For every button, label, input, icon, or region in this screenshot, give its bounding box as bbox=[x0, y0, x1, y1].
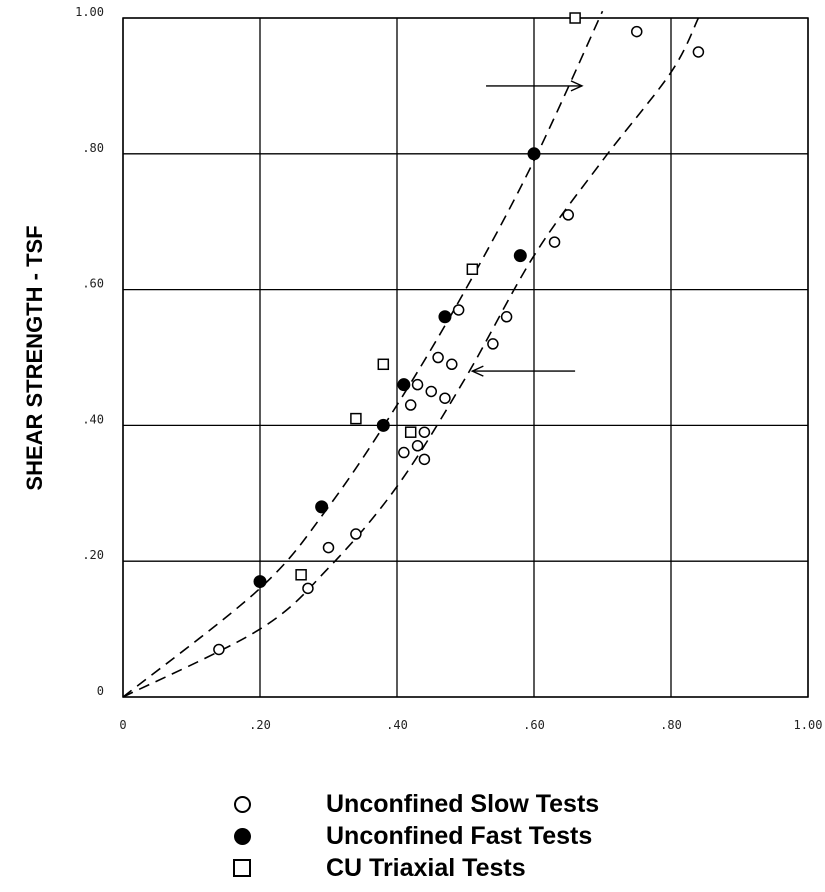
fit-curves bbox=[122, 10, 700, 698]
tick-labels: 0 .20 .40 .60 .80 1.00 0 .20 .40 .60 .80 1.00 bbox=[75, 5, 822, 732]
fast-test-point bbox=[527, 147, 541, 161]
triaxial-test-point bbox=[350, 412, 362, 425]
data-points bbox=[213, 12, 705, 656]
x-tick-label: .40 bbox=[386, 718, 408, 732]
legend: Unconfined Slow Tests Unconfined Fast Te… bbox=[228, 788, 599, 884]
y-tick-label: .20 bbox=[82, 548, 104, 562]
x-tick-label: .60 bbox=[523, 718, 545, 732]
legend-label: Unconfined Slow Tests bbox=[326, 789, 600, 818]
slow-test-point bbox=[446, 358, 458, 371]
filled-circle-icon bbox=[233, 827, 251, 845]
triaxial-test-point bbox=[569, 12, 581, 24]
fast-test-point bbox=[513, 249, 527, 263]
slow-test-point bbox=[350, 528, 362, 540]
plot-frame bbox=[122, 17, 809, 698]
triaxial-test-point bbox=[295, 569, 307, 581]
slow-test-point bbox=[439, 392, 451, 404]
x-tick-label: 1.00 bbox=[794, 718, 823, 732]
y-tick-label: 1.00 bbox=[75, 5, 104, 19]
y-tick-label: .80 bbox=[82, 141, 104, 155]
legend-item-slow: Unconfined Slow Tests bbox=[228, 788, 599, 820]
open-circle-icon bbox=[233, 795, 251, 813]
slow-test-point bbox=[432, 351, 444, 364]
fit-curve bbox=[122, 17, 700, 698]
x-tick-label: 0 bbox=[119, 718, 126, 732]
legend-item-fast: Unconfined Fast Tests bbox=[228, 820, 599, 852]
grid bbox=[122, 17, 809, 698]
fast-test-point bbox=[315, 500, 329, 514]
x-tick-label: .80 bbox=[660, 718, 682, 732]
slow-test-point bbox=[562, 209, 574, 221]
slow-test-point bbox=[548, 236, 561, 248]
slow-test-point bbox=[322, 541, 335, 554]
fast-test-point bbox=[376, 418, 390, 432]
slow-test-point bbox=[692, 46, 705, 58]
legend-item-triaxial: CU Triaxial Tests bbox=[228, 852, 599, 884]
shear-strength-chart: 0 .20 .40 .60 .80 1.00 0 .20 .40 .60 .80 1.00 SHEAR… bbox=[22, 5, 822, 732]
arrow-head-icon bbox=[470, 365, 484, 377]
slow-test-point bbox=[452, 304, 465, 316]
slow-test-point bbox=[213, 643, 225, 656]
triaxial-test-point bbox=[466, 263, 479, 275]
triaxial-test-point bbox=[404, 426, 417, 438]
y-axis-label: SHEAR STRENGTH - TSF bbox=[22, 225, 47, 490]
slow-test-point bbox=[418, 453, 431, 466]
slow-test-point bbox=[425, 385, 437, 398]
slow-test-point bbox=[411, 440, 424, 452]
x-tick-label: .20 bbox=[249, 718, 271, 732]
fit-curve bbox=[122, 10, 604, 698]
fast-test-point bbox=[438, 310, 452, 324]
slow-test-point bbox=[404, 399, 417, 411]
legend-label: CU Triaxial Tests bbox=[326, 853, 526, 882]
y-tick-label: .60 bbox=[82, 277, 104, 291]
fast-test-point bbox=[253, 575, 267, 589]
y-tick-label: .40 bbox=[82, 412, 104, 426]
arrow-head-icon bbox=[570, 80, 584, 92]
slow-test-point bbox=[302, 582, 314, 595]
slow-test-point bbox=[500, 311, 513, 323]
fast-test-point bbox=[397, 378, 411, 392]
y-tick-label: 0 bbox=[97, 684, 104, 698]
slow-test-point bbox=[418, 426, 431, 438]
slow-test-point bbox=[411, 378, 424, 391]
legend-label: Unconfined Fast Tests bbox=[326, 821, 593, 850]
slow-test-point bbox=[398, 446, 410, 459]
triaxial-test-point bbox=[377, 358, 390, 371]
annotation-arrows bbox=[470, 80, 584, 377]
slow-test-point bbox=[487, 338, 499, 350]
open-square-icon bbox=[233, 859, 251, 877]
slow-test-point bbox=[631, 25, 643, 38]
